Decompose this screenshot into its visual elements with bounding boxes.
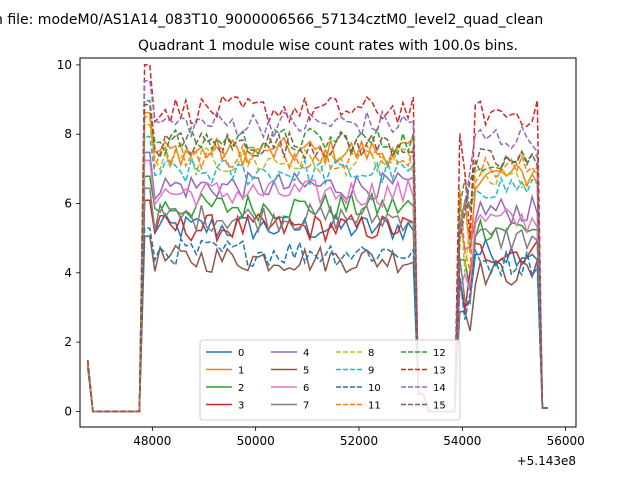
legend-label-6: 6 bbox=[303, 383, 309, 394]
x-offset-label: +5.143e8 bbox=[517, 454, 576, 468]
x-tick-label: 52000 bbox=[340, 434, 378, 448]
y-tick-label: 6 bbox=[64, 197, 72, 211]
legend-label-0: 0 bbox=[238, 348, 244, 359]
legend-label-12: 12 bbox=[433, 348, 446, 359]
series-line-7 bbox=[87, 187, 548, 413]
y-tick-label: 4 bbox=[64, 266, 72, 280]
y-tick-label: 8 bbox=[64, 127, 72, 141]
legend-label-14: 14 bbox=[433, 383, 446, 394]
figure-suptitle: n file: modeM0/AS1A14_083T10_9000006566_… bbox=[0, 12, 543, 28]
legend-label-3: 3 bbox=[238, 401, 244, 412]
series-line-15 bbox=[87, 103, 548, 413]
legend-label-1: 1 bbox=[238, 366, 244, 377]
series-line-14 bbox=[87, 79, 548, 413]
legend-label-8: 8 bbox=[368, 348, 374, 359]
series-line-11 bbox=[87, 115, 548, 413]
legend-label-13: 13 bbox=[433, 366, 446, 377]
legend-label-4: 4 bbox=[303, 348, 309, 359]
series-line-4 bbox=[87, 151, 548, 413]
series-line-6 bbox=[87, 159, 548, 413]
series-line-13 bbox=[87, 64, 548, 413]
legend-label-7: 7 bbox=[303, 401, 309, 412]
y-tick-label: 10 bbox=[57, 58, 72, 72]
x-tick-label: 56000 bbox=[547, 434, 585, 448]
y-tick-label: 2 bbox=[64, 335, 72, 349]
series-line-10 bbox=[87, 227, 548, 413]
legend-label-11: 11 bbox=[368, 401, 381, 412]
legend-label-9: 9 bbox=[368, 366, 374, 377]
plot-frame bbox=[79, 57, 577, 428]
x-tick-label: 50000 bbox=[237, 434, 275, 448]
legend-label-15: 15 bbox=[433, 401, 446, 412]
chart-title: Quadrant 1 module wise count rates with … bbox=[138, 38, 518, 54]
x-tick-label: 48000 bbox=[133, 434, 171, 448]
y-tick-label: 0 bbox=[64, 404, 72, 418]
series-line-5 bbox=[87, 235, 548, 413]
legend-label-5: 5 bbox=[303, 366, 309, 377]
legend-label-2: 2 bbox=[238, 383, 244, 394]
series-line-9 bbox=[87, 135, 548, 413]
series-line-8 bbox=[87, 123, 548, 413]
legend-box bbox=[199, 339, 461, 421]
x-tick-label: 54000 bbox=[443, 434, 481, 448]
legend-label-10: 10 bbox=[368, 383, 381, 394]
